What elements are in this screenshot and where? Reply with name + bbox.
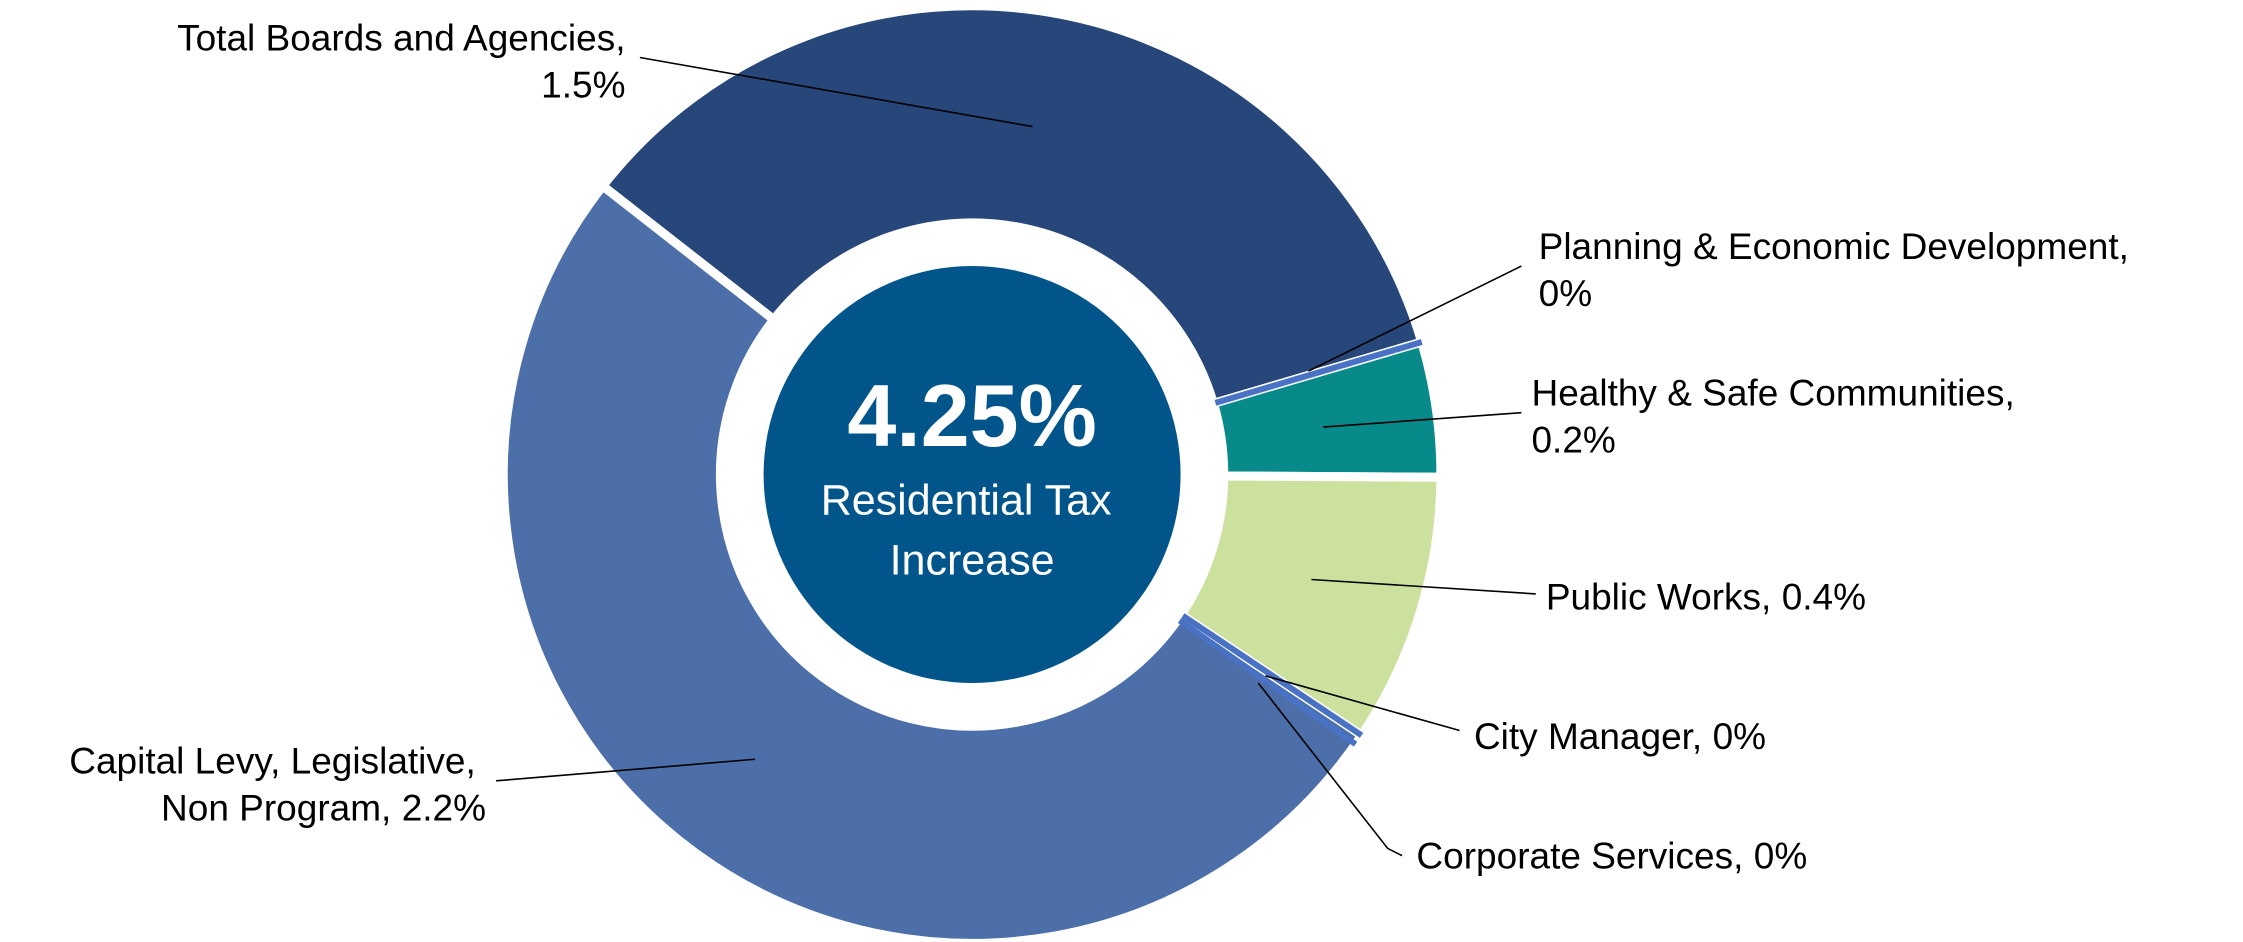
center-text: Residential Tax Increase: [821, 477, 1124, 585]
category-label: Public Works,: [1546, 577, 1772, 618]
value-label: 0%: [1539, 273, 1592, 314]
text-line: Capital Levy, Legislative,: [69, 741, 486, 782]
center-circle: [763, 266, 1181, 684]
category-label: City Manager,: [1474, 716, 1702, 757]
slice: [1181, 613, 1364, 738]
labels: 4.25% Residential Tax Increase Total Board…: [69, 17, 2129, 876]
data-label: Corporate Services, 0%: [1416, 836, 1807, 877]
leader-line: [639, 56, 1033, 128]
value-label: 2.2%: [402, 788, 486, 829]
slice: [498, 179, 1368, 942]
value-label: 1.5%: [541, 64, 625, 105]
value-label: 0.2%: [1531, 420, 1615, 461]
slice: [1214, 339, 1423, 406]
category-label: Corporate Services,: [1416, 836, 1743, 877]
text-line: Non Program,: [161, 788, 391, 829]
slices: [498, 1, 1446, 942]
center-label: 4.25%: [847, 366, 1097, 465]
leader-line: [496, 758, 756, 782]
leader-line: [1265, 675, 1460, 732]
category-label: Healthy & Safe Communities,: [1531, 373, 2014, 414]
text-line: Increase: [890, 537, 1055, 585]
text-line: Residential Tax: [821, 477, 1124, 525]
data-label: Total Boards and Agencies, 1.5%: [177, 17, 625, 105]
slice: [1177, 617, 1358, 747]
category-label: Capital Levy, Legislative, Non Program,: [69, 741, 486, 829]
data-label: Capital Levy, Legislative, Non Program, 2…: [69, 741, 486, 829]
category-label: Total Boards and Agencies,: [177, 17, 625, 58]
category-label: Planning & Economic Development,: [1539, 226, 2129, 267]
leader-line: [1257, 682, 1403, 857]
data-label: City Manager, 0%: [1474, 716, 1766, 757]
value-label: 0%: [1754, 836, 1807, 877]
data-label: Planning & Economic Development, 0%: [1539, 226, 2129, 314]
data-label: Healthy & Safe Communities, 0.2%: [1531, 373, 2014, 461]
value-label: 0.4%: [1782, 577, 1866, 618]
leader-line: [1308, 265, 1522, 372]
leader-line: [1322, 411, 1522, 428]
data-label: Public Works, 0.4%: [1546, 577, 1866, 618]
value-label: 0%: [1713, 716, 1766, 757]
leader-line: [1311, 578, 1536, 595]
slice: [596, 1, 1428, 409]
